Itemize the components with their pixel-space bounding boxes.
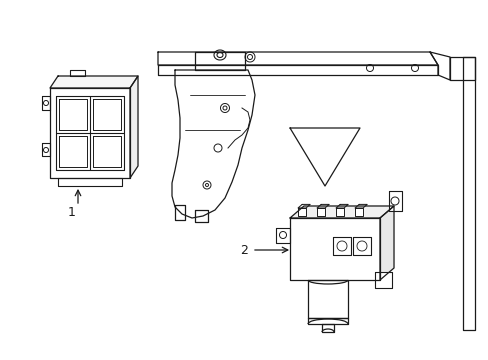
Polygon shape <box>354 204 366 208</box>
Polygon shape <box>158 65 437 75</box>
Polygon shape <box>195 52 244 70</box>
Text: 1: 1 <box>68 206 76 219</box>
Polygon shape <box>59 99 87 130</box>
Polygon shape <box>50 88 130 178</box>
Polygon shape <box>172 70 254 218</box>
Polygon shape <box>297 204 309 208</box>
Polygon shape <box>289 128 359 186</box>
Polygon shape <box>56 96 124 170</box>
Polygon shape <box>316 204 328 208</box>
Polygon shape <box>297 208 305 216</box>
Polygon shape <box>335 208 343 216</box>
Polygon shape <box>42 143 50 156</box>
Polygon shape <box>388 191 401 211</box>
Polygon shape <box>449 57 474 80</box>
Polygon shape <box>58 178 122 186</box>
Polygon shape <box>130 76 138 178</box>
Polygon shape <box>307 280 347 318</box>
Polygon shape <box>59 136 87 167</box>
Polygon shape <box>93 99 121 130</box>
Polygon shape <box>289 218 379 280</box>
Polygon shape <box>93 136 121 167</box>
Polygon shape <box>379 206 393 280</box>
Polygon shape <box>50 76 138 88</box>
Polygon shape <box>42 96 50 110</box>
Polygon shape <box>335 204 347 208</box>
Polygon shape <box>332 237 350 255</box>
Polygon shape <box>354 208 362 216</box>
Polygon shape <box>175 205 184 220</box>
Polygon shape <box>352 237 370 255</box>
Polygon shape <box>462 57 474 330</box>
Polygon shape <box>289 206 393 218</box>
Polygon shape <box>275 228 289 243</box>
Polygon shape <box>70 70 85 76</box>
Polygon shape <box>316 208 325 216</box>
Polygon shape <box>374 272 391 288</box>
Polygon shape <box>307 318 347 324</box>
Polygon shape <box>321 324 333 332</box>
Polygon shape <box>195 210 207 222</box>
Text: 2: 2 <box>240 244 247 257</box>
Polygon shape <box>158 52 437 65</box>
Polygon shape <box>429 52 449 80</box>
